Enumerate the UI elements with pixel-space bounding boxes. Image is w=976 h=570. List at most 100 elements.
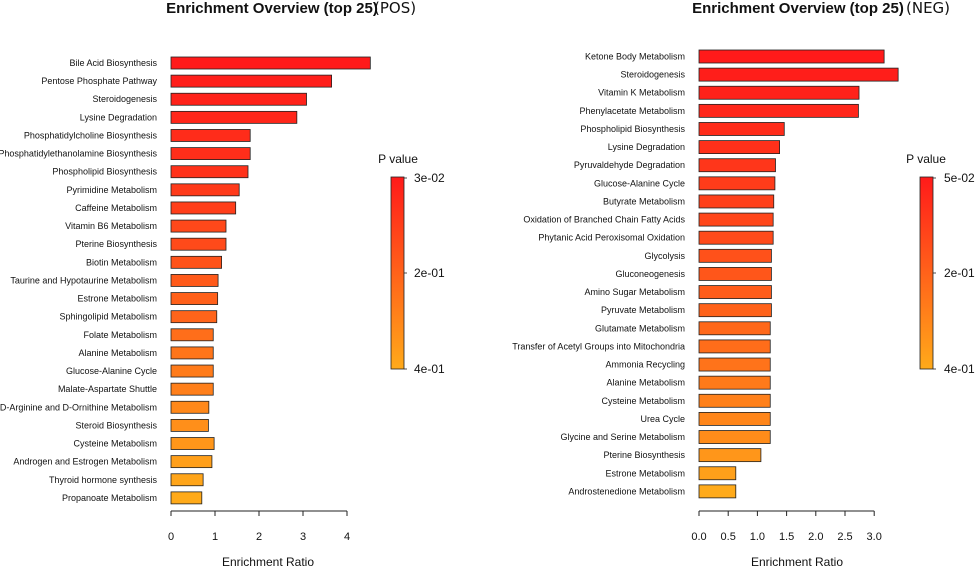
bar-pos-9 — [170, 219, 227, 233]
x-tick-label-neg-2: 1.0 — [750, 531, 765, 543]
category-label-pos-9: Vitamin B6 Metabolism — [65, 221, 157, 231]
category-label-neg-21: Glycine and Serine Metabolism — [560, 432, 685, 442]
category-label-neg-19: Cysteine Metabolism — [601, 396, 685, 406]
bar-pos-13 — [170, 292, 219, 305]
legend-title-pos: P value — [378, 152, 418, 166]
bar-pos-17 — [170, 364, 214, 378]
bar-neg-16 — [698, 339, 771, 354]
x-tick-label-pos-3: 3 — [300, 531, 306, 543]
category-label-pos-20: Steroid Biosynthesis — [75, 420, 157, 430]
colorbar-label-neg-2: 4e-01 — [944, 362, 975, 376]
bar-pos-20 — [170, 418, 209, 432]
bar-pos-21 — [170, 437, 215, 450]
chart-panel-pos: Enrichment Overview (top 25)(POS) Bile Ac… — [0, 0, 445, 569]
x-tick-label-neg-4: 2.0 — [808, 531, 823, 543]
category-label-neg-14: Pyruvate Metabolism — [601, 305, 685, 315]
colorbar-label-neg-1: 2e-01 — [944, 266, 975, 280]
category-label-neg-20: Urea Cycle — [640, 414, 685, 424]
category-label-pos-8: Caffeine Metabolism — [75, 203, 157, 213]
category-label-pos-24: Propanoate Metabolism — [62, 493, 157, 503]
bar-neg-0 — [698, 49, 885, 64]
category-label-pos-12: Taurine and Hypotaurine Metabolism — [10, 275, 157, 285]
bar-neg-22 — [698, 448, 762, 463]
category-label-pos-23: Thyroid hormone synthesis — [49, 475, 158, 485]
bar-neg-21 — [698, 430, 771, 444]
bar-neg-18 — [698, 375, 771, 390]
bar-pos-15 — [170, 328, 214, 342]
bar-pos-16 — [170, 346, 214, 360]
bar-pos-1 — [170, 74, 333, 88]
category-label-pos-1: Pentose Phosphate Pathway — [41, 76, 157, 86]
colorbar-label-pos-1: 2e-01 — [414, 266, 445, 280]
category-label-neg-10: Phytanic Acid Peroxisomal Oxidation — [538, 233, 685, 243]
chart-tag-pos: (POS) — [374, 0, 416, 17]
x-tick-label-neg-1: 0.5 — [721, 531, 736, 543]
bar-pos-14 — [170, 310, 218, 324]
bar-neg-7 — [698, 176, 776, 191]
bar-neg-15 — [698, 321, 771, 336]
bar-neg-12 — [698, 267, 772, 281]
x-tick-label-pos-2: 2 — [256, 531, 262, 543]
bar-neg-20 — [698, 411, 771, 426]
x-tick-label-neg-3: 1.5 — [779, 531, 794, 543]
category-label-pos-21: Cysteine Metabolism — [73, 439, 157, 449]
bar-pos-19 — [170, 400, 210, 414]
category-label-neg-17: Ammonia Recycling — [605, 360, 685, 370]
category-label-neg-2: Vitamin K Metabolism — [598, 88, 685, 98]
category-label-neg-6: Pyruvaldehyde Degradation — [574, 160, 685, 170]
category-label-pos-3: Lysine Degradation — [80, 112, 157, 122]
bar-pos-12 — [170, 274, 219, 287]
bar-pos-10 — [170, 237, 227, 251]
category-label-pos-0: Bile Acid Biosynthesis — [69, 58, 157, 68]
bar-neg-13 — [698, 285, 772, 299]
bar-neg-6 — [698, 158, 776, 173]
x-tick-label-pos-0: 0 — [168, 531, 174, 543]
bar-pos-3 — [170, 110, 298, 124]
category-label-neg-22: Pterine Biosynthesis — [603, 450, 685, 460]
x-axis-label-pos: Enrichment Ratio — [222, 555, 314, 569]
bar-pos-6 — [170, 165, 249, 179]
bar-neg-2 — [698, 85, 860, 100]
colorbar-pos — [390, 176, 405, 370]
colorbar-label-neg-0: 5e-02 — [944, 171, 975, 185]
x-tick-label-neg-5: 2.5 — [837, 531, 852, 543]
chart-title-pos: Enrichment Overview (top 25) — [166, 0, 378, 17]
x-axis-label-neg: Enrichment Ratio — [751, 555, 843, 569]
x-tick-label-pos-4: 4 — [344, 531, 350, 543]
category-label-neg-4: Phospholipid Biosynthesis — [580, 124, 685, 134]
category-label-neg-16: Transfer of Acetyl Groups into Mitochond… — [512, 341, 685, 351]
chart-panel-neg: Enrichment Overview (top 25) (NEG) Ketone … — [512, 0, 975, 569]
bar-neg-17 — [698, 357, 771, 372]
colorbar-label-pos-0: 3e-02 — [414, 171, 445, 185]
category-label-pos-16: Alanine Metabolism — [78, 348, 157, 358]
category-label-neg-11: Glycolysis — [644, 251, 685, 261]
category-label-pos-5: Phosphatidylethanolamine Biosynthesis — [0, 149, 157, 159]
bar-neg-8 — [698, 194, 775, 209]
bar-neg-19 — [698, 393, 771, 408]
category-label-neg-9: Oxidation of Branched Chain Fatty Acids — [523, 215, 685, 225]
x-tick-label-pos-1: 1 — [212, 531, 218, 543]
x-tick-label-neg-0: 0.0 — [691, 531, 706, 543]
category-label-pos-2: Steroidogenesis — [92, 94, 157, 104]
bar-pos-22 — [170, 455, 213, 469]
category-label-pos-22: Androgen and Estrogen Metabolism — [13, 457, 157, 467]
category-label-pos-15: Folate Metabolism — [83, 330, 157, 340]
category-label-pos-4: Phosphatidylcholine Biosynthesis — [24, 130, 158, 140]
bar-neg-1 — [698, 67, 899, 82]
bar-neg-11 — [698, 248, 772, 263]
category-label-pos-19: D-Arginine and D-Ornithine Metabolism — [0, 402, 157, 412]
category-label-neg-24: Androstenedione Metabolism — [568, 486, 685, 496]
bar-neg-3 — [698, 103, 859, 118]
bar-neg-14 — [698, 303, 772, 318]
category-label-neg-0: Ketone Body Metabolism — [585, 52, 685, 62]
bar-pos-0 — [170, 56, 371, 70]
category-label-pos-7: Pyrimidine Metabolism — [66, 185, 157, 195]
bar-pos-4 — [170, 129, 251, 142]
bar-pos-11 — [170, 255, 222, 269]
bar-pos-7 — [170, 183, 240, 197]
bar-pos-5 — [170, 147, 251, 161]
category-label-neg-13: Amino Sugar Metabolism — [584, 287, 685, 297]
category-label-pos-13: Estrone Metabolism — [77, 294, 157, 304]
chart-title-neg: Enrichment Overview (top 25) — [692, 0, 904, 17]
